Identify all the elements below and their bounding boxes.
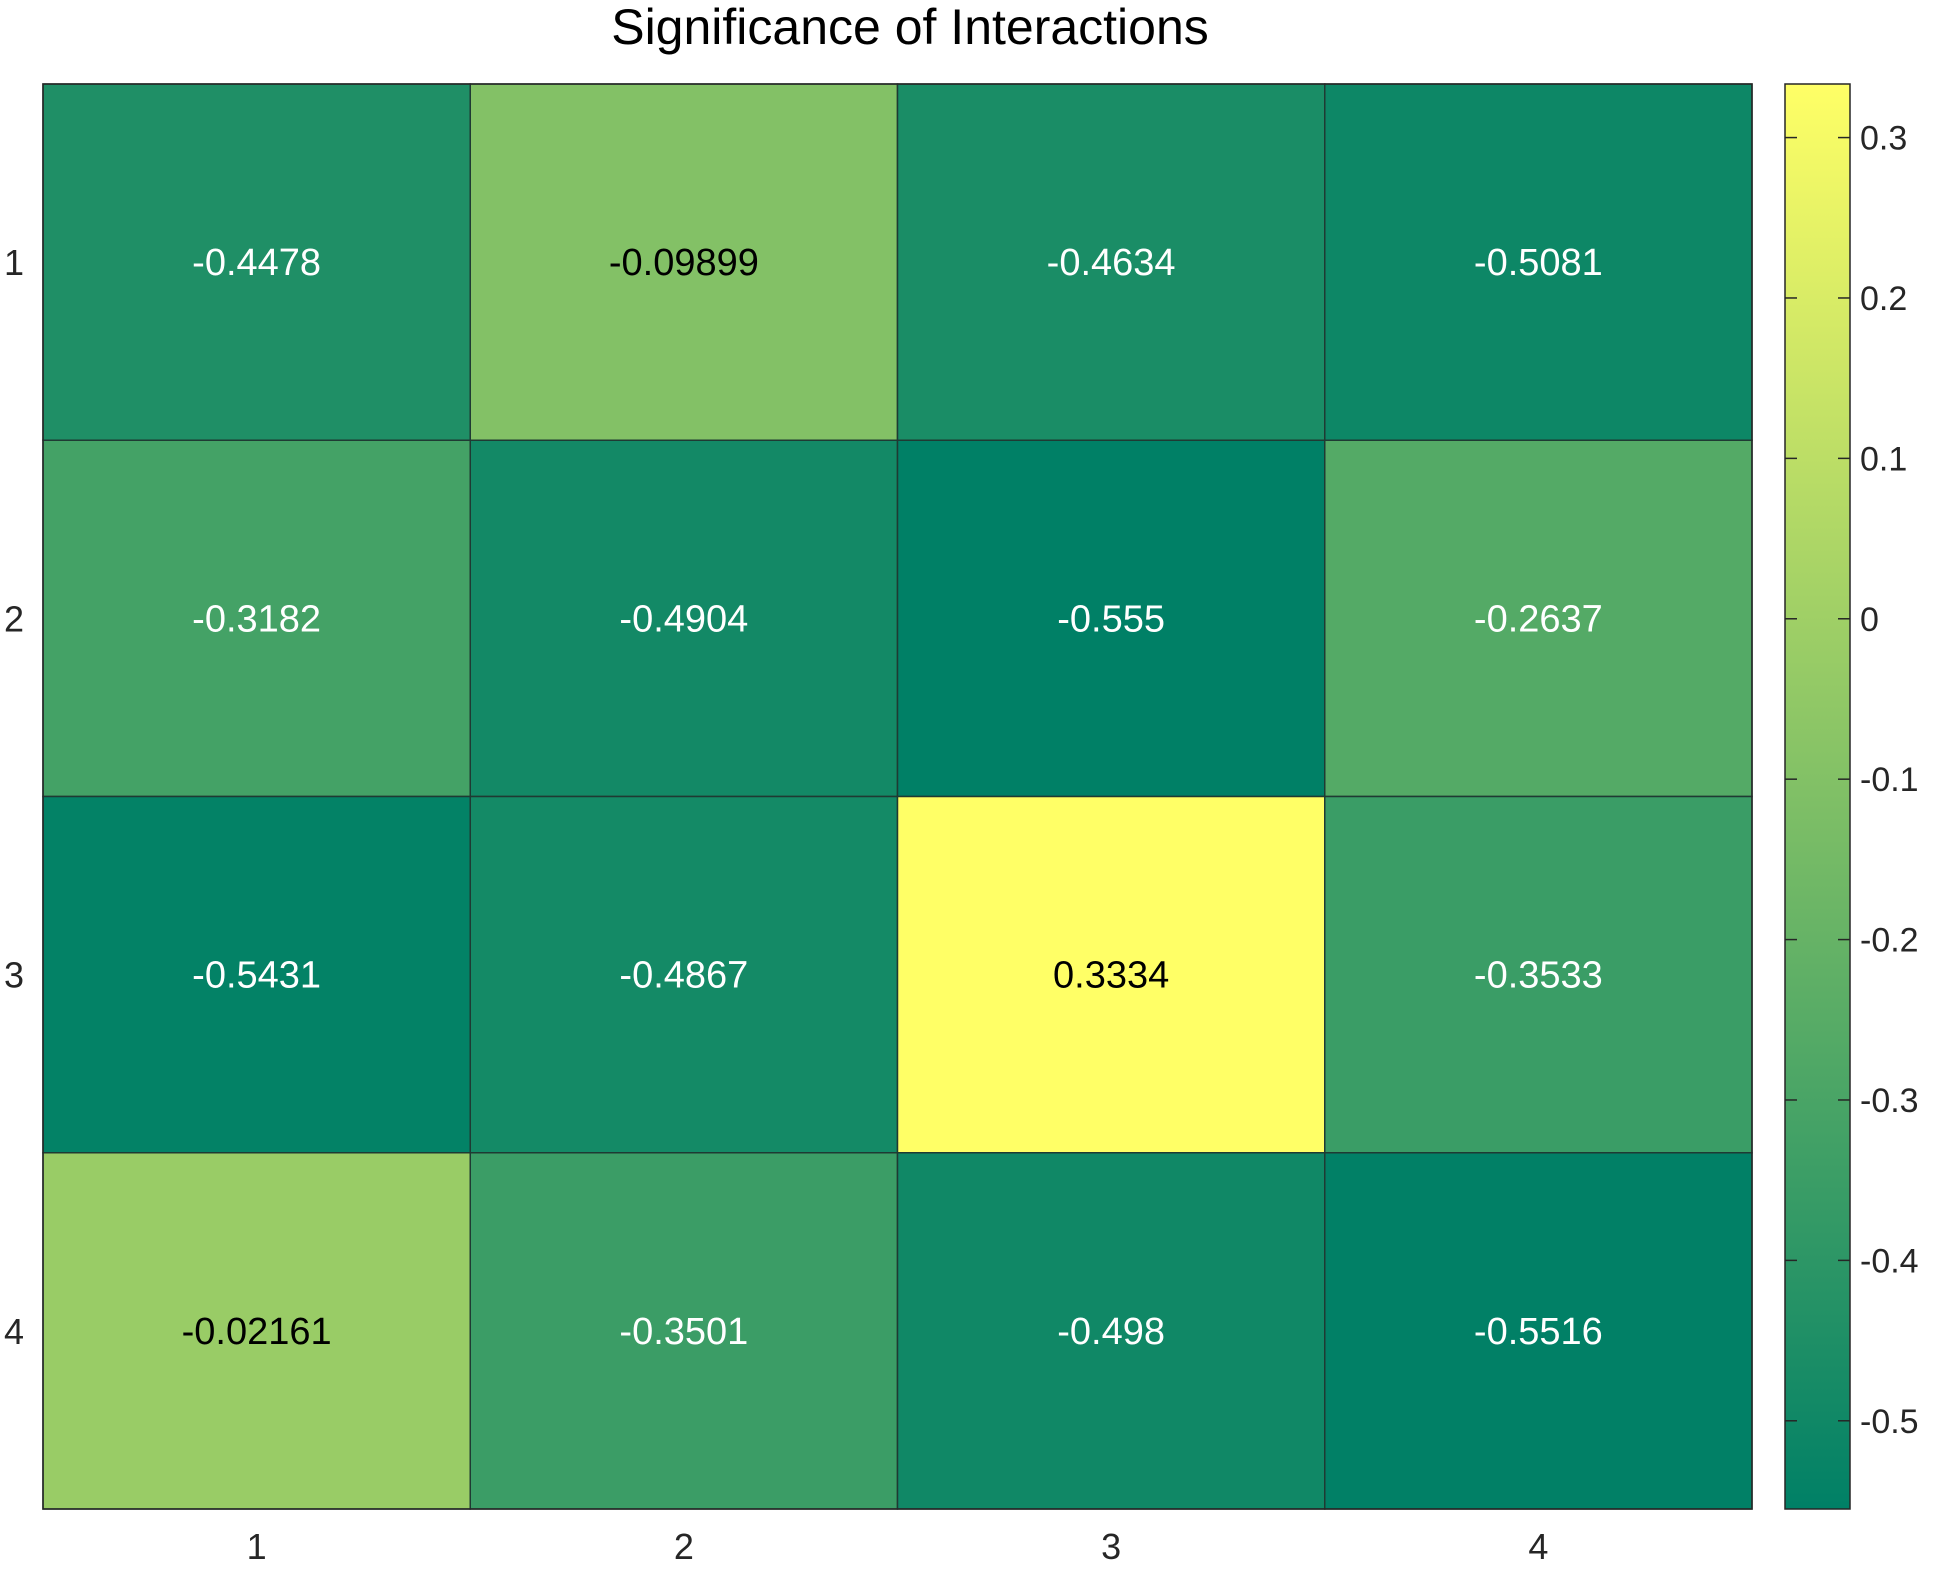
heatmap-value-label: -0.5516	[1474, 1311, 1603, 1353]
heatmap-value-label: 0.3334	[1053, 955, 1169, 997]
x-tick-label: 3	[1101, 1526, 1121, 1567]
heatmap-value-label: -0.5081	[1474, 242, 1603, 284]
chart-title: Significance of Interactions	[611, 0, 1209, 55]
heatmap-cell	[1324, 795, 1753, 1154]
y-tick-label: 3	[4, 955, 24, 996]
heatmap-value-label: -0.3182	[192, 598, 321, 640]
heatmap-cell	[469, 83, 899, 441]
colorbar-tick-label: -0.5	[1860, 1403, 1919, 1441]
colorbar-tick-label: 0.2	[1860, 280, 1907, 318]
y-tick-label: 2	[4, 598, 24, 639]
x-tick-label: 2	[674, 1526, 694, 1567]
heatmap-cell	[1324, 439, 1753, 798]
heatmap-cell	[42, 83, 471, 441]
heatmap-value-label: -0.4867	[619, 955, 748, 997]
heatmap-cell	[42, 439, 471, 798]
x-axis-ticks: 1 2 3 4	[247, 1526, 1549, 1567]
heatmap-value-label: -0.3501	[619, 1311, 748, 1353]
colorbar-tick-label: 0.1	[1860, 440, 1907, 478]
heatmap-value-label: -0.4634	[1047, 242, 1176, 284]
colorbar-tick-label: 0.3	[1860, 120, 1907, 158]
heatmap-cell	[896, 1152, 1326, 1510]
heatmap-cell	[1324, 1152, 1753, 1510]
colorbar-tick-label: 0	[1860, 601, 1879, 639]
heatmap-value-label: -0.4478	[192, 242, 321, 284]
heatmap-cell	[1324, 83, 1753, 441]
heatmap-cells	[42, 83, 1753, 1510]
plot-frame	[42, 83, 1753, 1510]
y-tick-label: 4	[4, 1311, 24, 1352]
colorbar-tick-label: -0.3	[1860, 1082, 1919, 1120]
heatmap-value-label: -0.02161	[182, 1311, 332, 1353]
y-axis-ticks: 1 2 3 4	[4, 242, 24, 1352]
heatmap-value-label: -0.09899	[609, 242, 759, 284]
heatmap-cell	[42, 1152, 471, 1510]
heatmap-cell	[896, 439, 1326, 798]
heatmap-value-label: -0.498	[1057, 1311, 1165, 1353]
heatmap-value-label: -0.4904	[619, 598, 748, 640]
colorbar-tick-label: -0.1	[1860, 761, 1919, 799]
heatmap-value-labels: -0.4478 -0.09899 -0.4634 -0.5081 -0.3182 -0.4…	[182, 242, 1603, 1353]
heatmap-cell	[469, 795, 899, 1154]
heatmap-cell	[469, 1152, 899, 1510]
colorbar-gradient	[1784, 83, 1851, 1510]
heatmap-value-label: -0.5431	[192, 955, 321, 997]
colorbar-tick-label: -0.2	[1860, 922, 1919, 960]
y-tick-label: 1	[4, 242, 24, 283]
x-tick-label: 1	[247, 1526, 267, 1567]
heatmap-value-label: -0.555	[1057, 598, 1165, 640]
heatmap-cell	[469, 439, 899, 798]
heatmap-value-label: -0.3533	[1474, 955, 1603, 997]
colorbar: 0.3 0.2 0.1 0 -0.1 -0.2 -0.3 -0.4 -0.5	[1784, 83, 1919, 1510]
x-tick-label: 4	[1528, 1526, 1548, 1567]
heatmap-value-label: -0.2637	[1474, 598, 1603, 640]
colorbar-tick-label: -0.4	[1860, 1242, 1919, 1280]
